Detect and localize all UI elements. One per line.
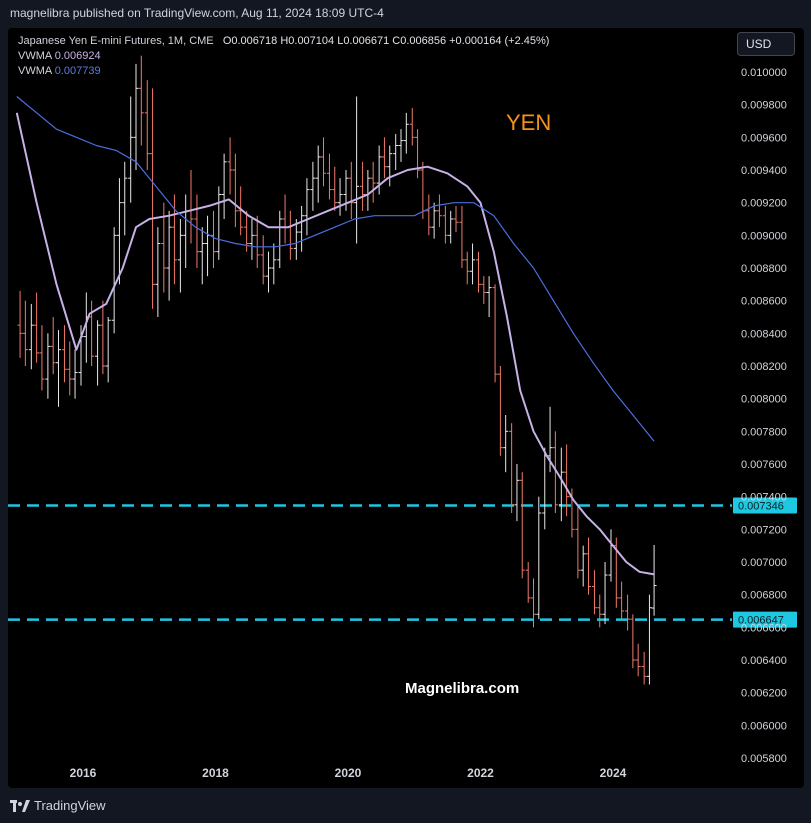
- legend-vwma-fast-row[interactable]: VWMA 0.006924: [18, 49, 549, 64]
- vwma-slow-line: [16, 96, 655, 442]
- time-tick-label: 2024: [600, 766, 627, 780]
- vwma-lines-layer: [15, 96, 655, 576]
- time-tick-label: 2020: [335, 766, 362, 780]
- price-tick-label: 0.006800: [741, 590, 787, 602]
- price-tick-label: 0.008200: [741, 361, 787, 373]
- vwma-slow-label: VWMA: [18, 65, 52, 77]
- price-tick-label: 0.006600: [741, 622, 787, 634]
- price-tick-label: 0.009200: [741, 198, 787, 210]
- level-price-label: 0.006647: [738, 615, 784, 627]
- price-tick-label: 0.009400: [741, 165, 787, 177]
- price-levels-layer: 0.007346 0.006647: [8, 497, 797, 628]
- level-price-badge: [733, 611, 797, 628]
- price-tick-label: 0.007400: [741, 492, 787, 504]
- price-tick-label: 0.009600: [741, 132, 787, 144]
- price-tick-label: 0.007000: [741, 557, 787, 569]
- footer-brand-label: TradingView: [34, 798, 106, 813]
- footer-brand[interactable]: TradingView: [10, 798, 106, 813]
- vwma-fast-label: VWMA: [18, 50, 52, 62]
- chart-legend: Japanese Yen E-mini Futures, 1M, CME O0.…: [18, 34, 549, 79]
- currency-button[interactable]: USD: [737, 32, 795, 56]
- legend-instrument-row: Japanese Yen E-mini Futures, 1M, CME O0.…: [18, 34, 549, 49]
- vwma-fast-value: 0.006924: [54, 50, 101, 62]
- price-tick-label: 0.006400: [741, 655, 787, 667]
- ohlc-values: O0.006718 H0.007104 L0.006671 C0.006856 …: [222, 35, 550, 47]
- vwma-fast-line: [15, 112, 655, 576]
- level-price-label: 0.007346: [738, 500, 784, 512]
- legend-vwma-slow-row[interactable]: VWMA 0.007739: [18, 64, 549, 79]
- price-tick-label: 0.006000: [741, 720, 787, 732]
- time-axis: 2016 2018 2020 2022 2024: [70, 766, 627, 780]
- instrument-name: Japanese Yen E-mini Futures, 1M, CME: [18, 35, 214, 47]
- level-price-badge: [733, 497, 797, 514]
- price-tick-label: 0.008800: [741, 263, 787, 275]
- price-tick-label: 0.007600: [741, 459, 787, 471]
- price-tick-label: 0.007800: [741, 426, 787, 438]
- price-tick-label: 0.009000: [741, 230, 787, 242]
- time-tick-label: 2016: [70, 766, 97, 780]
- chart-frame[interactable]: [8, 28, 804, 788]
- tradingview-logo-icon: [10, 799, 30, 812]
- chart-annotation-yen: YEN: [506, 110, 551, 135]
- price-tick-label: 0.010000: [741, 67, 787, 79]
- price-tick-label: 0.005800: [741, 753, 787, 765]
- price-tick-label: 0.008000: [741, 394, 787, 406]
- vwma-slow-value: 0.007739: [54, 65, 101, 77]
- price-tick-label: 0.007200: [741, 524, 787, 536]
- time-tick-label: 2018: [202, 766, 229, 780]
- price-tick-label: 0.006200: [741, 688, 787, 700]
- price-tick-label: 0.009800: [741, 100, 787, 112]
- time-tick-label: 2022: [467, 766, 494, 780]
- price-axis: 0.010000 0.009800 0.009600 0.009400 0.009200…: [741, 67, 787, 765]
- price-tick-label: 0.008600: [741, 296, 787, 308]
- ohlc-bars-layer: [17, 55, 657, 685]
- publish-info: magnelibra published on TradingView.com,…: [10, 6, 384, 20]
- watermark-text: Magnelibra.com: [405, 680, 519, 697]
- price-tick-label: 0.008400: [741, 328, 787, 340]
